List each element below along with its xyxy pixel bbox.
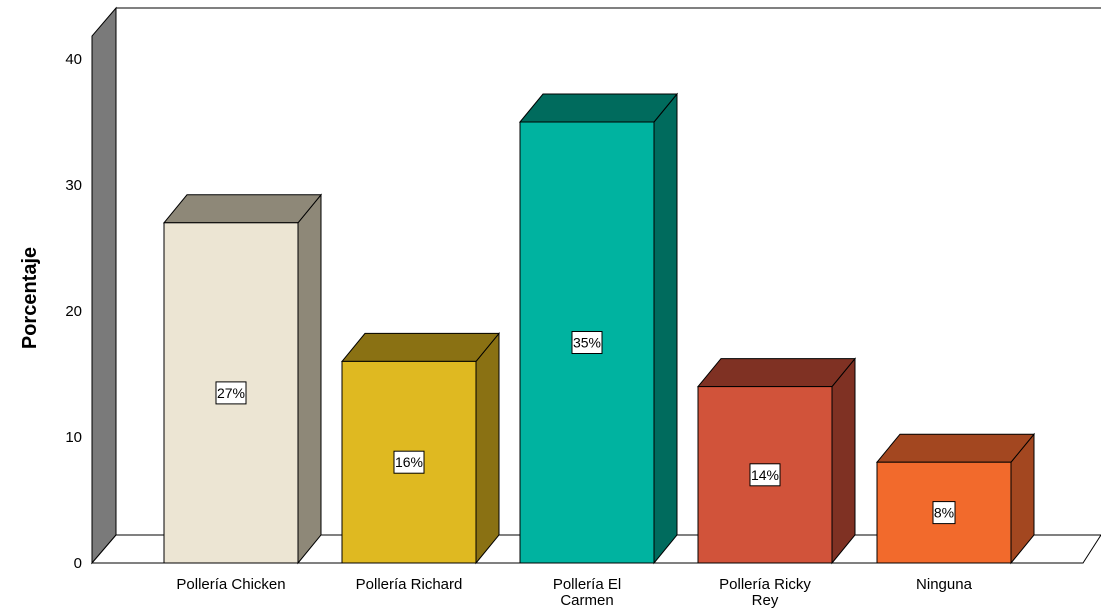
bar: 14% [696, 357, 857, 565]
x-category-label: Pollería Richard [356, 576, 463, 593]
bar-top [162, 194, 323, 224]
data-label: 27% [215, 381, 247, 405]
bar-top [518, 93, 679, 123]
category-labels: Pollería Chicken Pollería Richard Pollería… [176, 576, 972, 609]
y-tick-label: 20 [65, 303, 82, 320]
data-label-box [215, 381, 247, 405]
x-category-label: Pollería El Carmen [553, 576, 621, 609]
bar: 27% [162, 193, 323, 565]
bar: 35% [518, 92, 679, 565]
bar: 16% [340, 332, 501, 565]
bar-top [696, 358, 857, 388]
x-category-label: Pollería Chicken [176, 576, 285, 593]
left-wall [91, 6, 117, 565]
data-label-text: 16% [395, 454, 423, 470]
data-label-box [571, 331, 603, 354]
bar-side [475, 332, 500, 565]
bar-side [297, 193, 322, 565]
y-tick-label: 10 [65, 429, 82, 446]
y-axis-title: Porcentaje [19, 247, 41, 349]
bar-side [831, 357, 856, 565]
data-label-box [749, 463, 781, 487]
data-label: 35% [571, 331, 603, 354]
y-tick-label: 0 [74, 555, 82, 572]
data-label-text: 35% [573, 335, 601, 351]
data-label-text: 14% [751, 467, 779, 483]
bars: 27% 16% 35% 14% 8% [162, 92, 1036, 565]
bar-top [875, 433, 1036, 463]
data-label-text: 8% [934, 505, 954, 521]
data-label-box [932, 501, 956, 525]
bar-top [340, 332, 501, 362]
y-tick-label: 40 [65, 51, 82, 68]
data-label-box [393, 450, 425, 474]
bar-side [653, 92, 678, 565]
data-label: 8% [932, 501, 956, 525]
data-label-text: 27% [217, 385, 245, 401]
x-category-label: Ninguna [916, 576, 973, 593]
data-label: 14% [749, 463, 781, 487]
y-axis-ticks: 0 10 20 30 40 [65, 51, 82, 572]
data-label: 16% [393, 450, 425, 474]
x-category-label: Pollería Ricky Rey [719, 576, 811, 609]
bar: 8% [875, 432, 1036, 565]
y-tick-label: 30 [65, 177, 82, 194]
